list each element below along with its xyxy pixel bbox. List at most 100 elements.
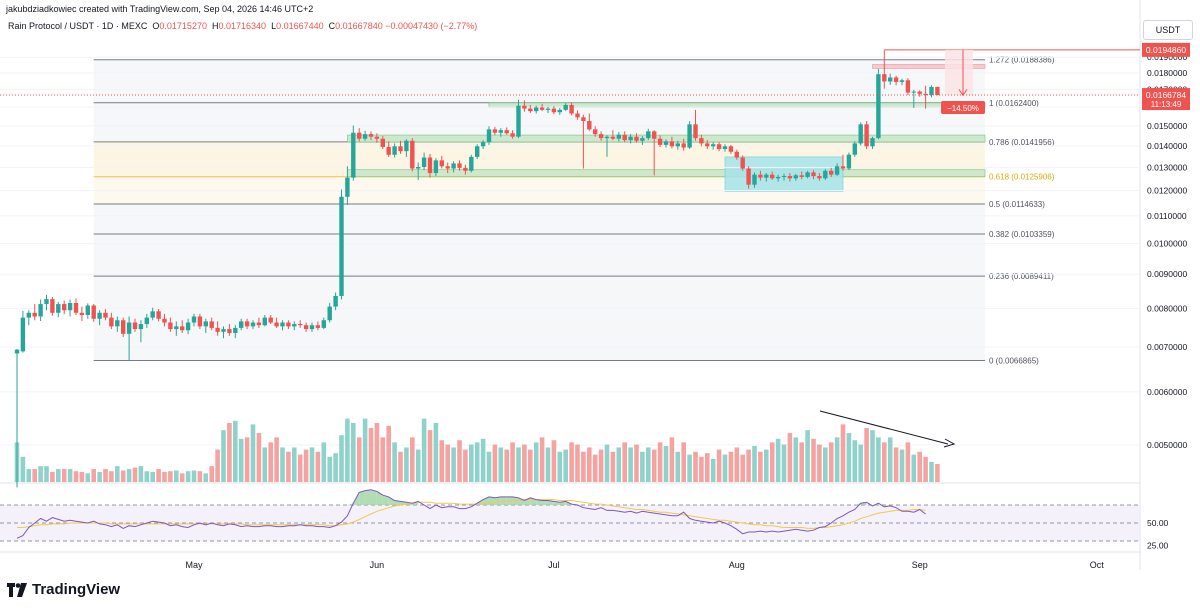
volume-bar (492, 444, 498, 482)
volume-bar (415, 449, 421, 482)
candle-body (368, 134, 374, 137)
candle-body (876, 74, 881, 139)
candle-body (758, 174, 763, 178)
volume-bar (132, 467, 138, 482)
candle-body (351, 132, 356, 178)
rsi-overbought-fill (365, 489, 371, 505)
candle-body (563, 104, 568, 110)
volume-bar (663, 446, 669, 482)
volume-bar (280, 447, 285, 482)
candle-body (126, 322, 132, 334)
candle-body (657, 138, 663, 145)
candle-body (705, 143, 710, 147)
candle-body (180, 326, 185, 331)
drawdown-label: −14.50% (947, 104, 979, 113)
candle-body (486, 129, 492, 143)
y-tick-label: 0.0130000 (1147, 162, 1187, 172)
candle-body (62, 304, 67, 311)
volume-bar (687, 454, 692, 482)
candle-body (475, 146, 480, 157)
volume-bar (469, 444, 474, 482)
x-tick-label: Jun (370, 560, 385, 570)
candle-body (929, 86, 934, 96)
fib-level-label: 0 (0.0066865) (989, 356, 1039, 365)
volume-bar (203, 473, 209, 482)
volume-bar (292, 447, 297, 482)
y-tick-label: 0.0080000 (1147, 303, 1187, 313)
volume-bar (722, 454, 728, 482)
volume-bar (256, 433, 262, 482)
volume-bar (651, 449, 657, 482)
volume-bar (669, 437, 675, 482)
volume-bar (811, 438, 816, 482)
volume-bar (103, 469, 108, 482)
candle-body (640, 138, 645, 141)
y-tick-label: 0.0120000 (1147, 186, 1187, 196)
candle-body (380, 138, 385, 147)
volume-bar (362, 418, 368, 482)
volume-bar (120, 470, 126, 482)
volume-bar (592, 454, 598, 482)
fib-level-label: 0.5 (0.0114633) (989, 200, 1045, 209)
volume-bar (480, 438, 486, 482)
volume-bar (20, 456, 26, 482)
fib-level-label: 0.382 (0.0103359) (989, 230, 1055, 239)
volume-bar (268, 442, 273, 482)
volume-bar (516, 447, 521, 482)
candle-body (557, 109, 562, 113)
low-label: L (268, 21, 277, 31)
candle-body (663, 141, 669, 145)
candle-body (244, 321, 250, 327)
volume-bar (699, 456, 704, 482)
candle-body (604, 136, 610, 139)
candle-body (50, 299, 55, 313)
candle-body (239, 321, 244, 328)
candle-body (463, 167, 468, 171)
volume-bar (445, 444, 450, 482)
candle-body (622, 134, 627, 141)
candle-body (882, 74, 887, 82)
volume-bar (781, 444, 787, 482)
fib-level-label: 0.236 (0.0089411) (989, 272, 1054, 281)
candle-body (716, 144, 722, 150)
volume-bar (85, 473, 91, 482)
currency-selector[interactable]: USDT (1143, 20, 1193, 40)
candle-body (215, 327, 220, 332)
volume-bar (716, 449, 722, 482)
open-label: O (149, 21, 160, 31)
candle-body (852, 143, 857, 155)
candle-body (628, 136, 633, 141)
symbol-name[interactable]: Rain Protocol / USDT · 1D · MEXC (8, 21, 148, 31)
candle-body (823, 170, 828, 179)
candle-body (616, 134, 621, 139)
volume-bar (887, 437, 893, 482)
volume-bar (339, 435, 344, 482)
volume-bar (911, 454, 917, 482)
candle-body (280, 322, 285, 327)
candle-body (20, 317, 26, 352)
drawdown-range (945, 49, 973, 96)
candle-body (899, 80, 905, 82)
volume-bar (764, 449, 769, 482)
candle-body (315, 325, 321, 328)
tradingview-logo: TradingView (7, 581, 120, 598)
y-tick-label: 0.0070000 (1147, 342, 1187, 352)
volume-bar (474, 442, 480, 482)
zone-support (346, 169, 986, 178)
volume-bar (162, 471, 167, 482)
volume-bar (528, 449, 533, 482)
candle-body (156, 311, 161, 319)
candle-body (480, 142, 486, 147)
candle-body (445, 166, 450, 169)
volume-bar (823, 447, 828, 482)
candle-body (498, 130, 503, 133)
candle-body (575, 113, 580, 118)
rsi-overbought-fill (536, 499, 543, 505)
candle-body (67, 303, 73, 311)
candle-body (569, 104, 574, 114)
candle-body (457, 163, 462, 168)
volume-bar (392, 442, 397, 482)
volume-bar (250, 424, 256, 482)
fib-level-label: 1 (0.0162400) (989, 99, 1039, 108)
